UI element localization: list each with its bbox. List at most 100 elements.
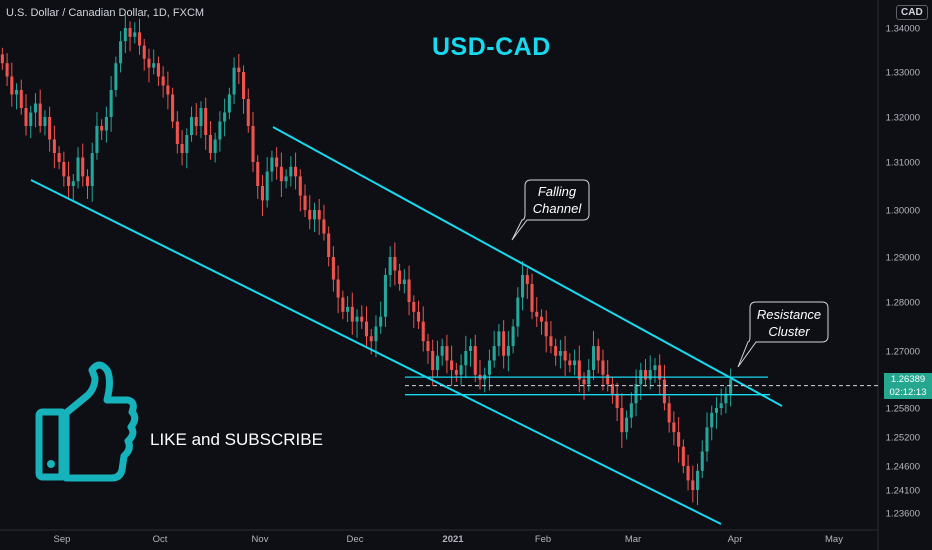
candle [137, 18, 142, 55]
candle [402, 269, 406, 294]
candle [298, 169, 302, 212]
candle-body [336, 279, 340, 298]
candle-body [123, 28, 127, 42]
candle [662, 364, 666, 411]
candle-body [0, 54, 4, 64]
candle-body [601, 360, 605, 375]
candle-body [133, 32, 137, 37]
candle-body [563, 351, 567, 361]
y-tick-label: 1.32000 [886, 113, 920, 124]
candle [426, 333, 430, 364]
candle [232, 57, 236, 104]
y-tick-label: 1.29000 [886, 253, 920, 264]
candle-body [29, 112, 33, 126]
candle-body [402, 279, 406, 284]
candle-body [695, 470, 700, 490]
y-tick-label: 1.33000 [886, 68, 920, 79]
callouts: Falling Channel Resistance Cluster [511, 179, 829, 368]
bar-countdown: 02:12:13 [884, 386, 932, 399]
candle-body [5, 63, 9, 77]
candle [450, 345, 454, 386]
candle-body [577, 360, 581, 380]
candle-body [653, 365, 657, 370]
candle [114, 56, 118, 97]
candle [29, 105, 33, 139]
candle [705, 412, 709, 462]
candle-body [57, 153, 61, 162]
candle-body [19, 90, 23, 108]
resistance-cluster-callout [737, 301, 829, 368]
candle-body [251, 126, 255, 162]
candle [265, 157, 269, 208]
candle-body [558, 351, 562, 356]
candle [185, 128, 189, 169]
candle-body [317, 210, 321, 220]
candle [615, 382, 619, 422]
candle-body [128, 28, 132, 37]
candle [95, 112, 99, 160]
candle [256, 155, 260, 199]
candle-body [350, 306, 354, 322]
candle-body [506, 346, 510, 356]
candle [625, 410, 629, 440]
candle [71, 174, 75, 202]
candle [587, 359, 591, 392]
candle-body [473, 346, 477, 375]
candle-body [544, 321, 548, 337]
candle [189, 106, 194, 142]
falling-channel-label-1: Falling [538, 184, 577, 199]
candle-body [648, 370, 652, 380]
candle-body [686, 466, 690, 481]
candle-body [298, 176, 302, 196]
candle [516, 287, 520, 337]
candle [478, 360, 482, 390]
candle [554, 338, 558, 366]
candle-body [516, 297, 520, 327]
candle [412, 295, 416, 328]
candle-body [90, 153, 94, 186]
candle [431, 339, 435, 386]
candle-body [171, 94, 175, 122]
candle-body [312, 210, 317, 220]
candle [119, 31, 123, 73]
candle [658, 354, 662, 396]
currency-badge[interactable]: CAD [896, 5, 928, 20]
candle [729, 368, 733, 407]
candle [246, 88, 250, 133]
candle-body [492, 346, 496, 361]
candle-body [606, 374, 610, 385]
candle-body [147, 58, 151, 68]
candle-body [331, 257, 335, 280]
candle [242, 65, 246, 114]
candle [539, 309, 544, 335]
candle-body [667, 403, 671, 423]
candle-body [161, 76, 165, 86]
candle-body [629, 403, 633, 418]
candle [502, 320, 506, 369]
candle-body [95, 126, 99, 153]
candle [464, 335, 468, 379]
candle-body [175, 121, 179, 144]
candle-body [213, 139, 217, 153]
candle-body [620, 408, 624, 433]
candle-body [530, 284, 534, 312]
candle-body [435, 355, 439, 370]
candle [109, 76, 113, 132]
trend-lines [30, 126, 878, 525]
candle-body [568, 360, 572, 366]
candle-body [445, 346, 449, 361]
candle [67, 161, 71, 199]
candle [648, 355, 652, 390]
candle [379, 301, 383, 334]
candle-body [643, 370, 648, 380]
candle [497, 324, 501, 357]
candle-body [189, 117, 194, 135]
candle-body [38, 103, 42, 126]
candle [383, 268, 387, 327]
candle [43, 110, 47, 136]
candle [601, 349, 605, 391]
candle-body [374, 326, 378, 342]
candle [643, 359, 648, 387]
